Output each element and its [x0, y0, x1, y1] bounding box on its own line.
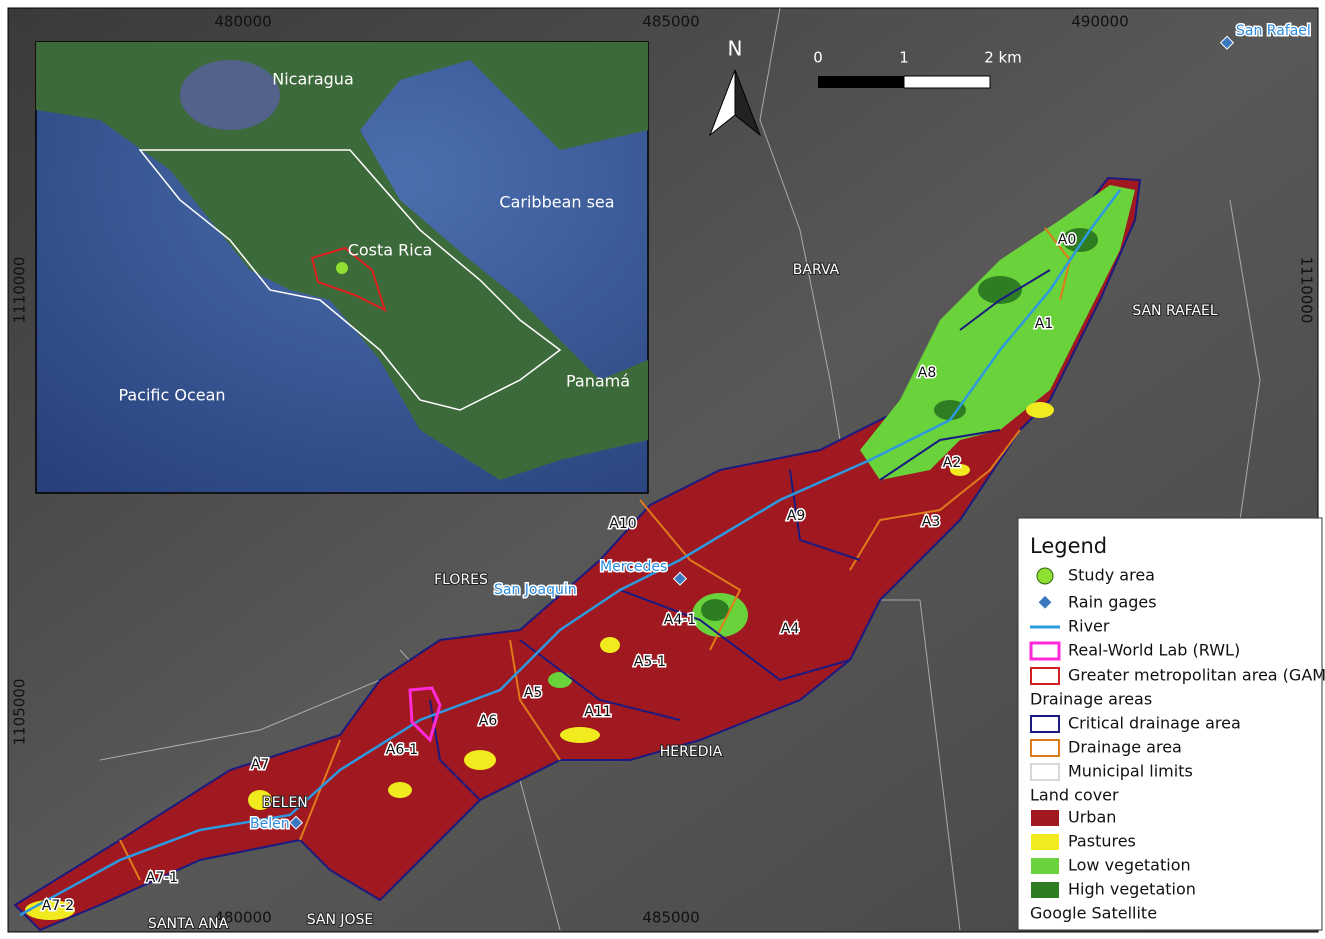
area-label: A0 [1058, 232, 1076, 248]
legend-item: River [1068, 617, 1110, 636]
area-label: A8 [918, 365, 936, 381]
area-label: A9 [787, 508, 805, 524]
area-label: A2 [943, 455, 961, 471]
inset-label: Caribbean sea [499, 193, 614, 212]
rain-gage-label: San Rafael [1236, 23, 1311, 39]
high-vegetation [701, 228, 1098, 621]
rain-gage-label: Mercedes [600, 559, 667, 575]
inset-label: Costa Rica [348, 241, 433, 260]
grid-label-top: 490000 [1071, 13, 1128, 31]
rain-gage-label: Belen [250, 816, 290, 832]
legend-basemap: Google Satellite [1030, 904, 1157, 923]
legend-item: Critical drainage area [1068, 714, 1241, 733]
scale-label: 0 [813, 49, 823, 67]
place-label: SAN JOSE [307, 912, 374, 928]
grid-label-left: 1105000 [11, 679, 29, 746]
legend-item: High vegetation [1068, 880, 1196, 899]
legend-title: Legend [1030, 534, 1107, 558]
grid-label-bottom: 480000 [214, 909, 271, 927]
area-label: A10 [609, 516, 636, 532]
area-label: A4 [781, 621, 800, 637]
legend-item: Pastures [1068, 832, 1136, 851]
place-label: BARVA [793, 262, 840, 278]
area-label: A4-1 [664, 612, 696, 628]
area-label: A7-1 [146, 870, 178, 886]
legend-item: Rain gages [1068, 593, 1157, 612]
area-label: A6 [479, 713, 498, 729]
legend-item: Municipal limits [1068, 762, 1193, 781]
place-label: SANTA ANA [148, 916, 229, 932]
place-label: HEREDIA [660, 744, 723, 760]
legend-item: Urban [1068, 808, 1116, 827]
north-arrow [708, 69, 762, 137]
critical-drainage-areas [429, 269, 1051, 801]
inset-label: Pacific Ocean [118, 386, 225, 405]
legend-item: Greater metropolitan area (GAM) [1068, 666, 1325, 685]
area-label: A3 [922, 514, 940, 530]
real-world-lab [408, 686, 442, 743]
grid-label-top: 485000 [642, 13, 699, 31]
grid-label-bottom: 485000 [642, 909, 699, 927]
legend [1017, 517, 1323, 931]
place-label: SAN RAFAEL [1132, 303, 1218, 319]
grid-label-top: 480000 [214, 13, 271, 31]
legend-group-title: Drainage areas [1030, 690, 1152, 709]
river [19, 189, 1121, 917]
area-label: A7 [251, 757, 269, 773]
area-label: A11 [584, 704, 611, 720]
north-arrow-label: N [728, 37, 743, 61]
rain-gage-label: San Joaquin [494, 582, 577, 598]
legend-group-title: Land cover [1030, 786, 1119, 805]
scale-bar [818, 75, 991, 89]
place-label: BELEN [262, 795, 308, 811]
rain-gage-markers [288, 35, 1235, 830]
legend-item: Real-World Lab (RWL) [1068, 641, 1240, 660]
inset-label: Nicaragua [272, 70, 354, 89]
area-label: A5 [524, 685, 542, 701]
inset-map [35, 41, 649, 494]
area-label: A6-1 [386, 742, 418, 758]
legend-item: Low vegetation [1068, 856, 1191, 875]
grid-label-right: 1110000 [1298, 257, 1316, 324]
inset-label: Panamá [566, 372, 630, 391]
area-label: A5-1 [634, 654, 666, 670]
scale-label: 2 km [984, 49, 1022, 67]
place-label: FLORES [434, 572, 488, 588]
area-label: A1 [1035, 316, 1053, 332]
area-label: A7-2 [42, 898, 74, 914]
scale-label: 1 [899, 49, 909, 67]
legend-item: Drainage area [1068, 738, 1182, 757]
legend-item: Study area [1068, 566, 1155, 585]
drainage-areas [119, 227, 1072, 881]
grid-label-left: 1110000 [11, 257, 29, 324]
